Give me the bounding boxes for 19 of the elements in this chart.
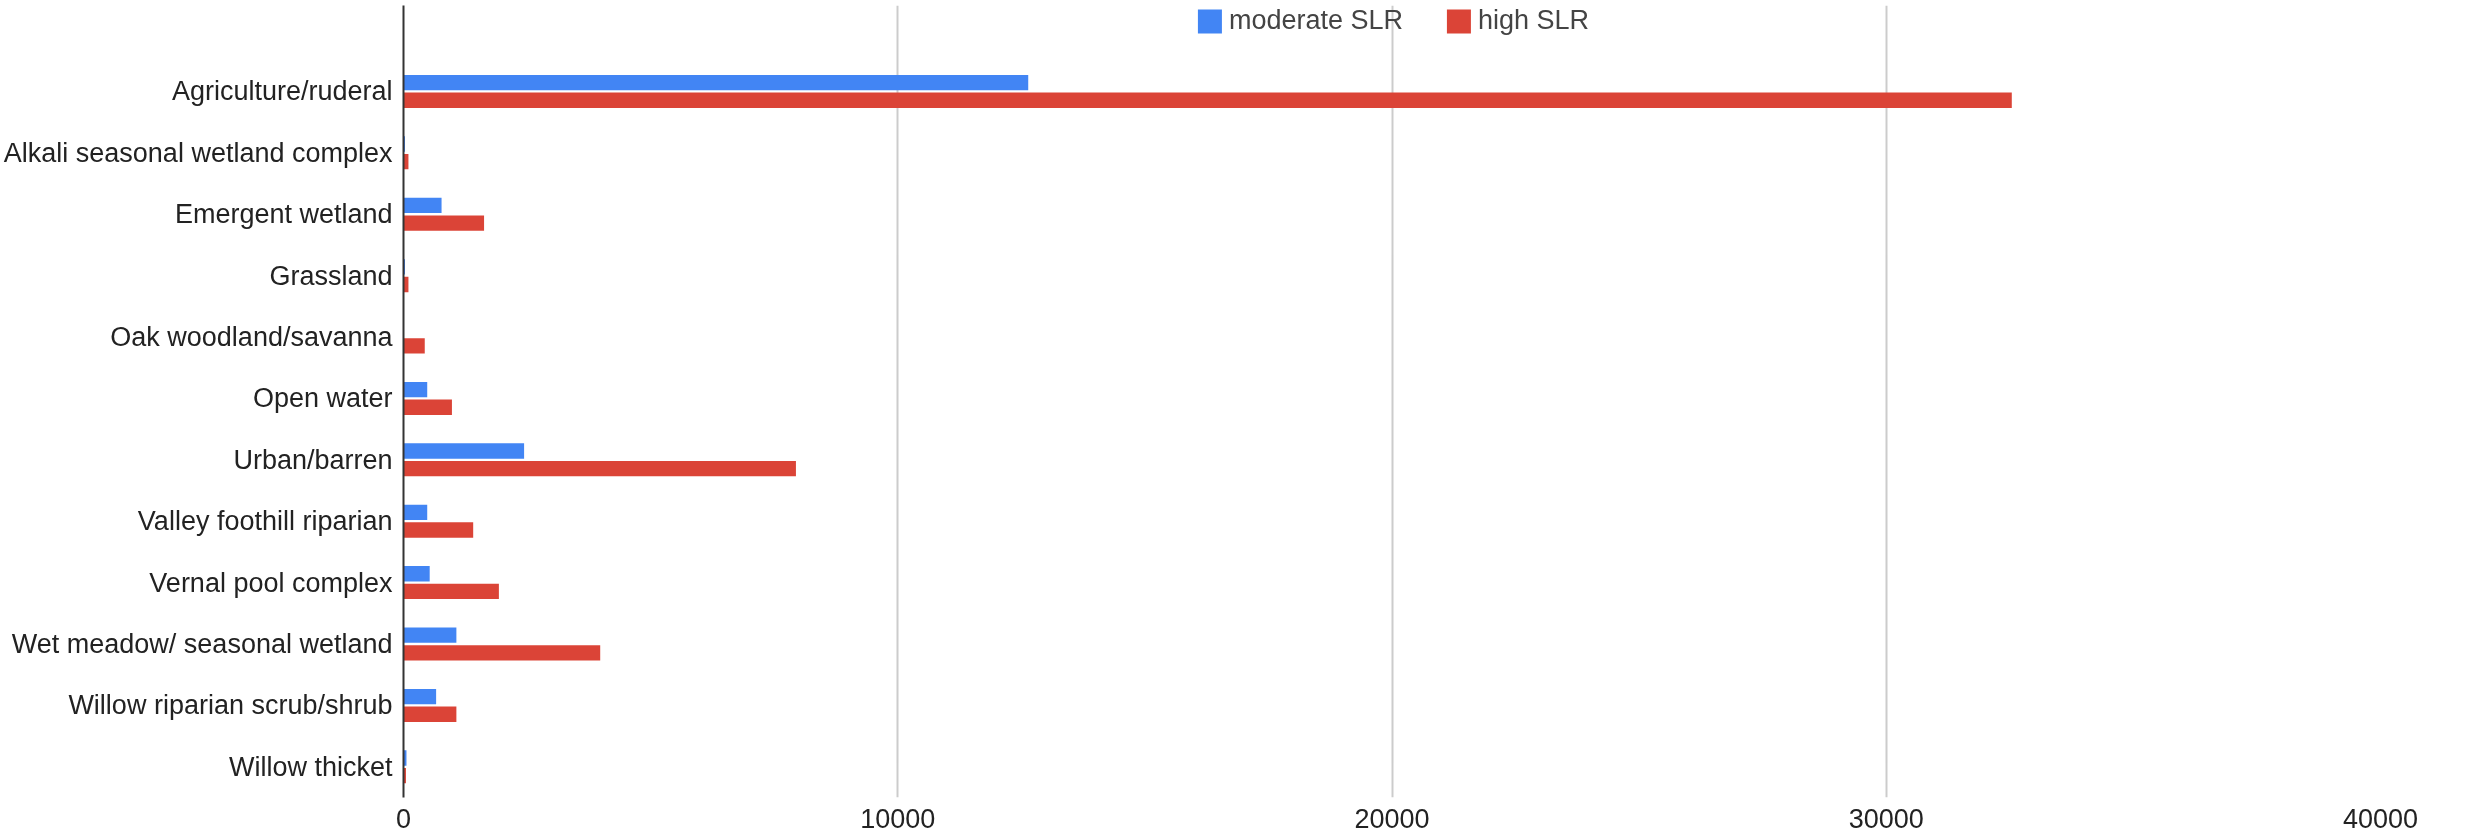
y-tick-label: Open water <box>252 383 393 414</box>
x-tick-label: 10000 <box>860 803 936 834</box>
y-tick-label: Willow thicket <box>228 751 393 782</box>
y-tick-label: Emergent wetland <box>174 199 393 230</box>
legend-label: moderate SLR <box>1228 5 1404 36</box>
y-tick-label: Agriculture/ruderal <box>171 76 393 107</box>
y-tick-label: Oak woodland/savanna <box>110 322 394 353</box>
y-tick-label: Grassland <box>269 260 393 291</box>
x-tick-label: 20000 <box>1354 803 1430 834</box>
legend-label: high SLR <box>1478 5 1590 36</box>
x-tick-label: 0 <box>395 803 412 834</box>
y-tick-label: Wet meadow/ seasonal wetland <box>11 629 393 660</box>
y-tick-label: Alkali seasonal wetland complex <box>3 137 393 168</box>
y-tick-label: Willow riparian scrub/shrub <box>68 690 393 721</box>
y-tick-label: Urban/barren <box>233 444 393 475</box>
y-tick-label: Valley foothill riparian <box>137 506 393 537</box>
x-tick-label: 40000 <box>2342 803 2419 834</box>
x-tick-label: 30000 <box>1848 803 1924 834</box>
y-tick-label: Vernal pool complex <box>149 567 393 598</box>
